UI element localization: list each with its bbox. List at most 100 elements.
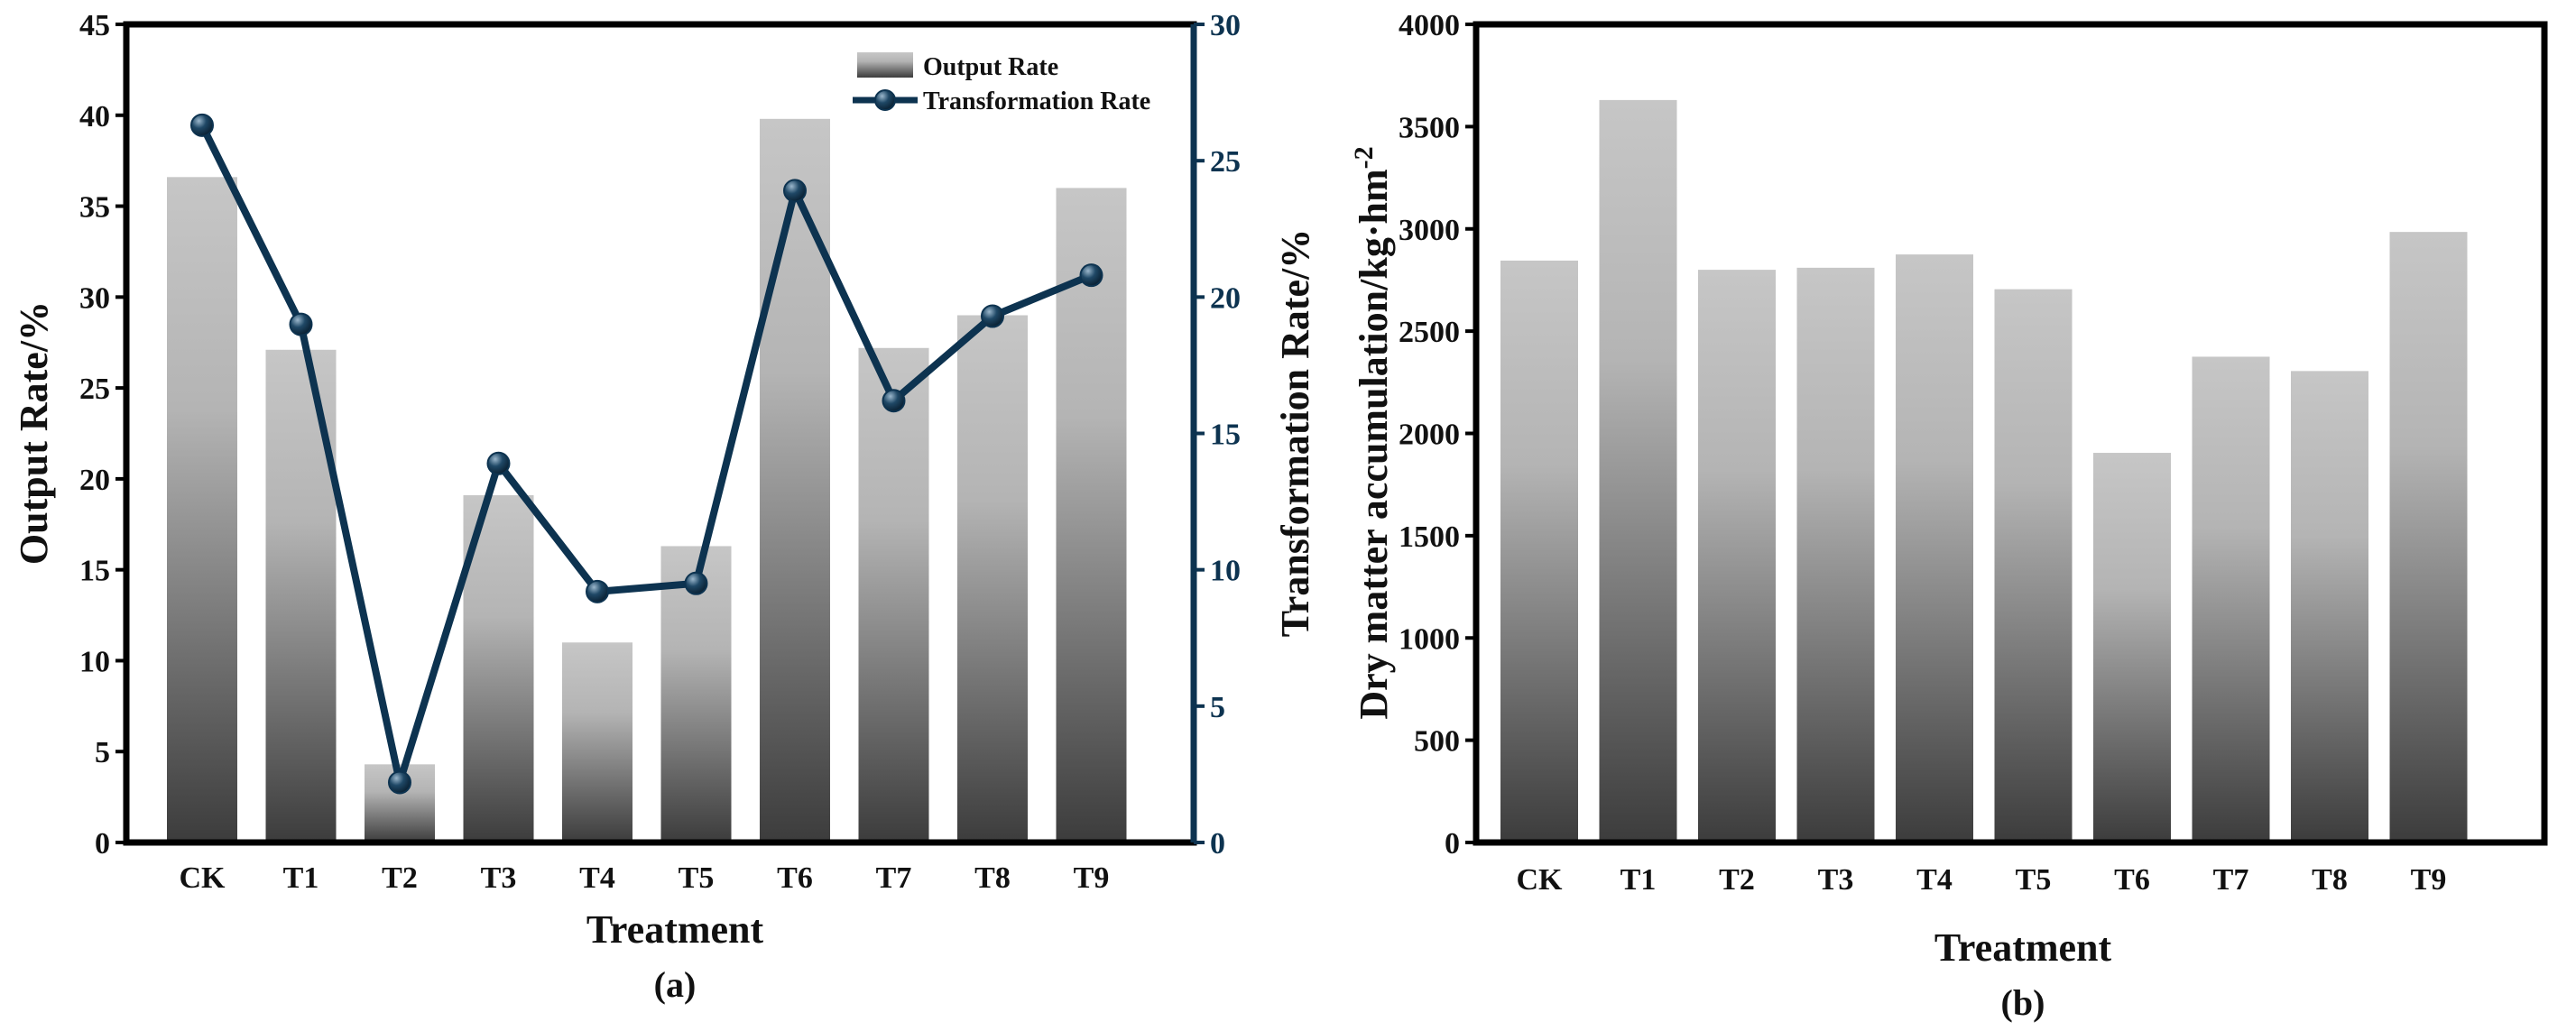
a-transformation-point-T8	[981, 304, 1004, 328]
a-right-tick-label: 15	[1210, 419, 1241, 452]
a-legend: Output Rate Transformation Rate	[853, 52, 1150, 115]
a-x-tick-label: T6	[777, 861, 813, 895]
a-transformation-point-T6	[783, 179, 807, 203]
legend-output-rate-label: Output Rate	[923, 53, 1058, 81]
b-bar-T3	[1796, 267, 1875, 842]
b-x-tick-label: CK	[1517, 863, 1564, 897]
b-y-tick-label: 2500	[1399, 316, 1460, 349]
b-y-tick-label: 3500	[1399, 111, 1460, 144]
a-right-tick-label: 20	[1210, 281, 1241, 315]
a-x-tick-label: T8	[974, 861, 1011, 895]
a-left-tick-label: 15	[79, 555, 110, 588]
a-x-tick-label: T4	[579, 861, 615, 895]
a-right-tick-label: 0	[1210, 827, 1225, 861]
b-x-tick-label: T6	[2114, 863, 2150, 897]
a-right-tick-label: 30	[1210, 9, 1241, 42]
a-left-tick-label: 10	[79, 645, 110, 678]
a-x-axis-title: Treatment	[586, 907, 764, 952]
b-x-axis-title: Treatment	[1934, 925, 2112, 970]
a-bar-T7	[858, 347, 929, 842]
b-x-tick-label: T7	[2213, 863, 2249, 897]
b-y-tick-label: 4000	[1399, 9, 1460, 42]
a-x-tick-label: T9	[1074, 861, 1110, 895]
b-y-tick-label: 2000	[1399, 419, 1460, 452]
legend-line-marker	[874, 89, 896, 111]
b-bar-T9	[2389, 232, 2468, 842]
a-x-tick-label: CK	[180, 861, 226, 895]
b-bar-T1	[1599, 99, 1677, 842]
b-y-tick-label: 1000	[1399, 622, 1460, 656]
legend-transformation-rate-label: Transformation Rate	[923, 87, 1150, 115]
a-left-tick-label: 40	[79, 100, 110, 133]
b-x-tick-label: T2	[1719, 863, 1755, 897]
a-left-tick-label: 20	[79, 464, 110, 497]
a-right-tick-label: 25	[1210, 145, 1241, 179]
a-transformation-point-T5	[684, 571, 708, 595]
a-bar-series	[167, 118, 1127, 843]
a-bar-T9	[1056, 188, 1127, 842]
a-y-axis-title-right: Transformation Rate/%	[1273, 229, 1317, 638]
a-transformation-point-CK	[190, 113, 214, 137]
b-bar-T2	[1698, 270, 1776, 843]
panel-b: 0 500 1000 1500 2000 2500 3000 3500 4000 CK T1 T2 T…	[1349, 9, 2548, 1023]
a-bar-T8	[957, 315, 1028, 842]
a-transformation-line	[199, 124, 1094, 787]
a-y-axis-title-left: Output Rate/%	[12, 301, 56, 565]
a-bar-T6	[760, 118, 830, 842]
b-bar-series	[1500, 99, 2468, 843]
a-bar-T5	[660, 546, 732, 842]
b-bar-T5	[1994, 289, 2073, 842]
panel-a: 0 5 10 15 20 25 30 35 40 45 0 5 10 15 20 25 30 CK T1 T2 T3…	[12, 9, 1317, 1005]
a-transformation-point-T3	[486, 451, 511, 475]
a-right-tick-label: 5	[1210, 691, 1225, 724]
b-bar-T6	[2093, 453, 2171, 842]
b-bar-T7	[2192, 356, 2270, 842]
a-right-axis-ticks: 0 5 10 15 20 25 30	[1194, 9, 1241, 861]
b-x-tick-label: T8	[2312, 863, 2348, 897]
b-x-axis-ticks: CK T1 T2 T3 T4 T5 T6 T7 T8 T9	[1517, 863, 2447, 897]
a-transformation-point-T9	[1079, 263, 1103, 288]
b-y-tick-label: 500	[1414, 725, 1460, 759]
a-x-axis-ticks: CK T1 T2 T3 T4 T5 T6 T7 T8 T9	[180, 861, 1110, 895]
b-y-tick-label: 1500	[1399, 520, 1460, 554]
a-left-tick-label: 0	[95, 827, 110, 861]
a-x-tick-label: T5	[679, 861, 715, 895]
b-x-tick-label: T1	[1620, 863, 1657, 897]
b-x-tick-label: T3	[1818, 863, 1854, 897]
b-x-tick-label: T9	[2411, 863, 2447, 897]
a-x-tick-label: T1	[283, 861, 319, 895]
b-y-axis-title-main: Dry matter accumulation/kg·hm	[1352, 169, 1396, 719]
b-x-tick-label: T5	[2016, 863, 2052, 897]
b-x-tick-label: T4	[1916, 863, 1953, 897]
a-bar-CK	[167, 177, 237, 843]
a-bar-T3	[463, 495, 534, 842]
b-panel-label: (b)	[2001, 982, 2045, 1023]
b-y-tick-label: 3000	[1399, 214, 1460, 247]
a-transformation-point-T7	[882, 389, 906, 413]
a-left-tick-label: 5	[95, 736, 110, 769]
a-transformation-point-T2	[388, 770, 411, 795]
a-x-tick-label: T7	[876, 861, 912, 895]
a-x-tick-label: T2	[382, 861, 418, 895]
a-left-axis-ticks: 0 5 10 15 20 25 30 35 40 45	[79, 9, 126, 861]
a-transformation-point-T1	[289, 312, 313, 336]
a-transformation-point-T4	[586, 579, 609, 603]
a-left-tick-label: 35	[79, 191, 110, 225]
a-bar-T4	[562, 642, 632, 842]
b-bar-T4	[1896, 254, 1973, 842]
a-panel-label: (a)	[654, 964, 697, 1005]
b-y-axis-title-sup: -2	[1349, 146, 1379, 169]
a-left-tick-label: 25	[79, 373, 110, 406]
b-bar-CK	[1500, 260, 1578, 842]
a-transformation-line-layer	[190, 113, 1103, 795]
b-y-tick-label: 0	[1445, 827, 1460, 861]
legend-bar-swatch	[857, 52, 913, 78]
a-left-tick-label: 30	[79, 281, 110, 315]
b-y-axis-title: Dry matter accumulation/kg·hm-2	[1349, 146, 1396, 719]
a-right-tick-label: 10	[1210, 555, 1241, 588]
a-x-tick-label: T3	[481, 861, 517, 895]
a-left-tick-label: 45	[79, 9, 110, 42]
b-y-axis-ticks: 0 500 1000 1500 2000 2500 3000 3500 4000	[1399, 9, 1476, 861]
b-bar-T8	[2291, 371, 2368, 842]
